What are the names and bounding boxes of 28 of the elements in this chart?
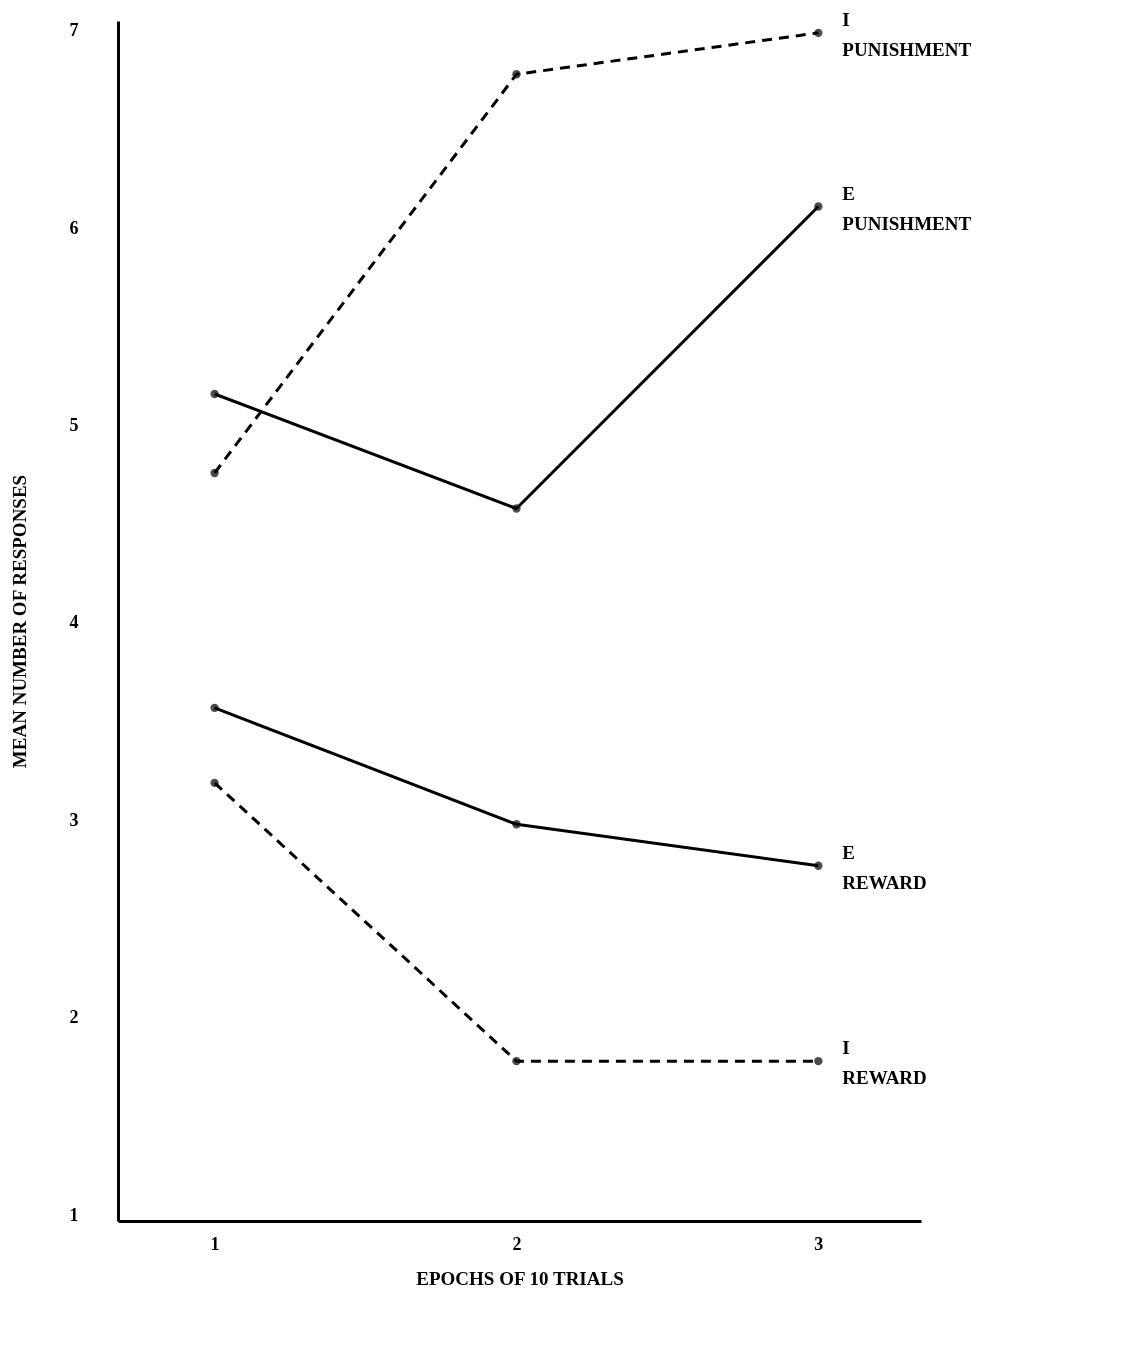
point bbox=[512, 1056, 521, 1066]
y-tick-label: 7 bbox=[69, 20, 79, 41]
point bbox=[512, 504, 521, 513]
y-tick-label: 4 bbox=[69, 612, 79, 633]
series-label: E REWARD bbox=[842, 841, 927, 893]
y-tick-label: 6 bbox=[69, 217, 79, 238]
point bbox=[210, 778, 219, 788]
point bbox=[814, 861, 823, 870]
point bbox=[814, 1056, 823, 1066]
y-tick-label: 1 bbox=[69, 1204, 79, 1225]
y-tick-label: 3 bbox=[69, 809, 79, 830]
x-tick-label: 3 bbox=[814, 1233, 824, 1254]
series-label: I PUNISHMENT bbox=[842, 8, 972, 60]
y-axis-title: MEAN NUMBER OF RESPONSES bbox=[8, 474, 30, 769]
point bbox=[512, 70, 521, 79]
point bbox=[210, 389, 219, 399]
point bbox=[814, 28, 823, 38]
series-label: E PUNISHMENT bbox=[842, 182, 972, 234]
point bbox=[512, 820, 521, 829]
point bbox=[210, 703, 219, 713]
x-tick-label: 2 bbox=[512, 1233, 522, 1254]
x-axis-title: EPOCHS OF 10 TRIALS bbox=[416, 1267, 624, 1289]
y-tick-label: 2 bbox=[69, 1007, 79, 1028]
point bbox=[210, 468, 219, 478]
x-tick-label: 1 bbox=[210, 1233, 220, 1254]
y-tick-label: 5 bbox=[69, 415, 79, 436]
point bbox=[814, 202, 823, 211]
series-label: I REWARD bbox=[842, 1037, 927, 1089]
